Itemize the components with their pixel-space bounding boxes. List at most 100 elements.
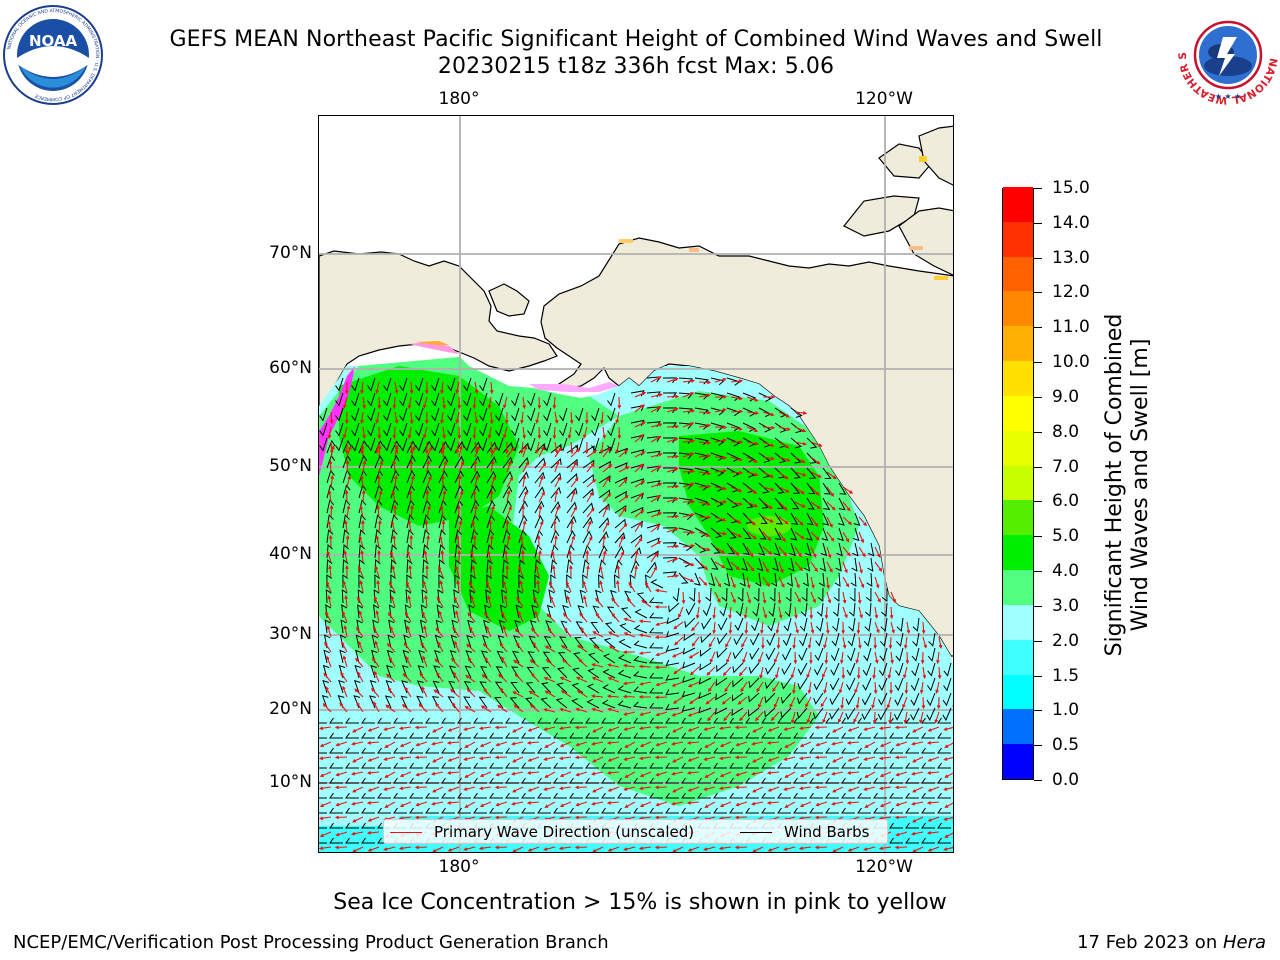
- colorbar-segment: [1003, 534, 1033, 571]
- wind-barb: [431, 377, 440, 392]
- wave-direction-arrow: [513, 704, 524, 713]
- wind-barb: [521, 762, 535, 769]
- wave-direction-arrow: [904, 681, 909, 695]
- wave-direction-arrow: [432, 756, 444, 763]
- wind-barb: [847, 647, 856, 662]
- wave-direction-arrow: [810, 441, 823, 447]
- wave-direction-arrow: [634, 404, 645, 413]
- wave-direction-arrow: [842, 501, 851, 512]
- wave-direction-arrow: [672, 696, 684, 704]
- wind-barb: [726, 452, 740, 462]
- wave-direction-arrow: [437, 641, 444, 653]
- wave-direction-arrow: [810, 576, 815, 589]
- wave-direction-arrow: [375, 610, 380, 623]
- wave-direction-arrow: [522, 426, 527, 440]
- wind-barb: [466, 634, 473, 649]
- wave-direction-arrow: [666, 484, 680, 489]
- wind-barb: [750, 617, 760, 632]
- wave-direction-arrow: [546, 613, 556, 623]
- wind-barb: [425, 777, 439, 784]
- wave-direction-arrow: [599, 580, 604, 593]
- wave-direction-arrow: [543, 677, 556, 683]
- wave-direction-arrow: [398, 726, 412, 731]
- wave-direction-arrow: [672, 726, 684, 733]
- wind-barb: [942, 692, 952, 707]
- wave-direction-arrow: [810, 516, 819, 527]
- wave-direction-arrow: [770, 711, 780, 722]
- wave-direction-arrow: [638, 786, 652, 791]
- wave-direction-arrow: [351, 771, 364, 776]
- wave-direction-arrow: [480, 705, 492, 713]
- wind-barb: [649, 747, 663, 754]
- wind-barb: [825, 807, 839, 814]
- wind-barb: [649, 642, 664, 649]
- wave-direction-arrow: [471, 565, 476, 578]
- wave-direction-arrow: [618, 478, 628, 488]
- wave-direction-arrow: [853, 711, 860, 723]
- wind-barb: [713, 762, 727, 769]
- wave-direction-arrow: [912, 756, 924, 763]
- wave-direction-arrow: [558, 726, 572, 731]
- wave-direction-arrow: [554, 534, 558, 548]
- wind-barb: [878, 677, 888, 692]
- wave-direction-arrow: [489, 381, 494, 395]
- wave-direction-arrow: [719, 801, 732, 808]
- wind-barb: [793, 732, 807, 739]
- wind-barb: [713, 807, 727, 814]
- wave-direction-arrow: [842, 531, 850, 543]
- wind-barb: [614, 545, 625, 559]
- wave-direction-arrow: [457, 504, 461, 518]
- wind-barb: [361, 792, 375, 799]
- wave-direction-arrow: [784, 741, 796, 748]
- wind-barb: [550, 559, 558, 574]
- wind-barb: [527, 651, 536, 664]
- wave-direction-arrow: [618, 535, 624, 548]
- wave-direction-arrow: [575, 771, 588, 777]
- wind-barb: [829, 692, 840, 706]
- wind-barb: [473, 732, 487, 739]
- wind-barb: [820, 542, 828, 557]
- wind-barb: [617, 807, 631, 814]
- colorbar-tick-label: 0.5: [1052, 735, 1080, 756]
- wave-direction-arrow: [714, 438, 728, 443]
- wave-direction-arrow: [414, 755, 428, 760]
- wind-barb: [345, 807, 359, 814]
- wave-direction-arrow: [655, 711, 668, 717]
- wave-direction-arrow: [391, 565, 396, 578]
- wind-barb: [502, 500, 512, 514]
- wave-direction-arrow: [431, 741, 444, 746]
- wind-barb: [582, 502, 594, 514]
- wave-direction-arrow: [895, 771, 908, 777]
- wave-direction-arrow: [602, 426, 607, 440]
- wind-barb: [729, 747, 743, 754]
- wind-barb: [617, 747, 631, 754]
- wind-barb: [481, 634, 489, 649]
- wind-barb: [806, 497, 815, 510]
- wave-direction-arrow: [431, 801, 444, 806]
- wind-barb: [594, 589, 602, 604]
- wave-direction-arrow: [810, 486, 820, 496]
- wave-direction-arrow: [384, 741, 396, 748]
- wave-direction-arrow: [522, 475, 527, 488]
- wind-barb: [814, 662, 824, 676]
- wave-direction-arrow: [329, 504, 334, 518]
- wave-direction-arrow: [766, 771, 780, 775]
- wave-direction-arrow: [398, 846, 412, 851]
- wave-direction-arrow: [326, 550, 332, 563]
- wave-direction-arrow: [944, 832, 953, 838]
- colorbar-tick-mark: [1034, 257, 1042, 259]
- wind-barb: [748, 677, 760, 689]
- wave-direction-arrow: [623, 711, 636, 716]
- wave-direction-arrow: [871, 696, 876, 709]
- wave-direction-arrow: [737, 696, 748, 705]
- wave-direction-arrow: [351, 801, 364, 806]
- wind-barb: [591, 407, 600, 422]
- sea-ice-note: Sea Ice Concentration > 15% is shown in …: [333, 890, 947, 915]
- wave-direction-arrow: [938, 636, 943, 649]
- wind-barb: [765, 662, 776, 675]
- wave-direction-arrow: [718, 846, 732, 851]
- wind-barb: [665, 689, 680, 696]
- wave-direction-arrow: [744, 621, 749, 635]
- wave-direction-arrow: [677, 606, 684, 619]
- wave-direction-arrow: [519, 580, 524, 593]
